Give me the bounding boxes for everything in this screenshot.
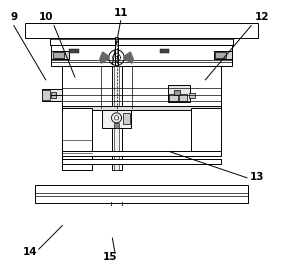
- Bar: [25, 23, 258, 38]
- Text: 12: 12: [255, 12, 269, 22]
- Bar: [69, 49, 79, 53]
- Bar: [51, 45, 232, 66]
- Bar: [42, 90, 50, 100]
- Bar: [123, 113, 130, 124]
- Bar: [114, 123, 119, 128]
- Bar: [112, 66, 121, 170]
- Bar: [168, 85, 190, 102]
- Bar: [35, 185, 248, 203]
- Bar: [214, 51, 232, 59]
- Bar: [160, 49, 169, 53]
- Text: 14: 14: [23, 247, 38, 257]
- Bar: [189, 93, 195, 98]
- Bar: [50, 38, 233, 45]
- Bar: [114, 66, 119, 170]
- Polygon shape: [124, 52, 133, 63]
- Bar: [115, 37, 119, 81]
- Bar: [62, 151, 221, 156]
- Bar: [179, 94, 187, 101]
- Text: 9: 9: [10, 12, 17, 22]
- Bar: [51, 51, 69, 59]
- Text: 13: 13: [249, 172, 264, 182]
- Text: 10: 10: [38, 12, 53, 22]
- Bar: [62, 108, 91, 170]
- Bar: [53, 52, 64, 58]
- Text: 15: 15: [102, 252, 117, 263]
- Text: 11: 11: [113, 8, 128, 18]
- Bar: [62, 160, 221, 165]
- Bar: [215, 52, 226, 58]
- Bar: [102, 108, 131, 128]
- Bar: [42, 89, 62, 101]
- Bar: [174, 90, 180, 95]
- Bar: [169, 94, 178, 101]
- Bar: [192, 108, 221, 153]
- Bar: [62, 106, 221, 110]
- Bar: [51, 92, 56, 98]
- Polygon shape: [100, 52, 109, 63]
- Bar: [62, 66, 221, 108]
